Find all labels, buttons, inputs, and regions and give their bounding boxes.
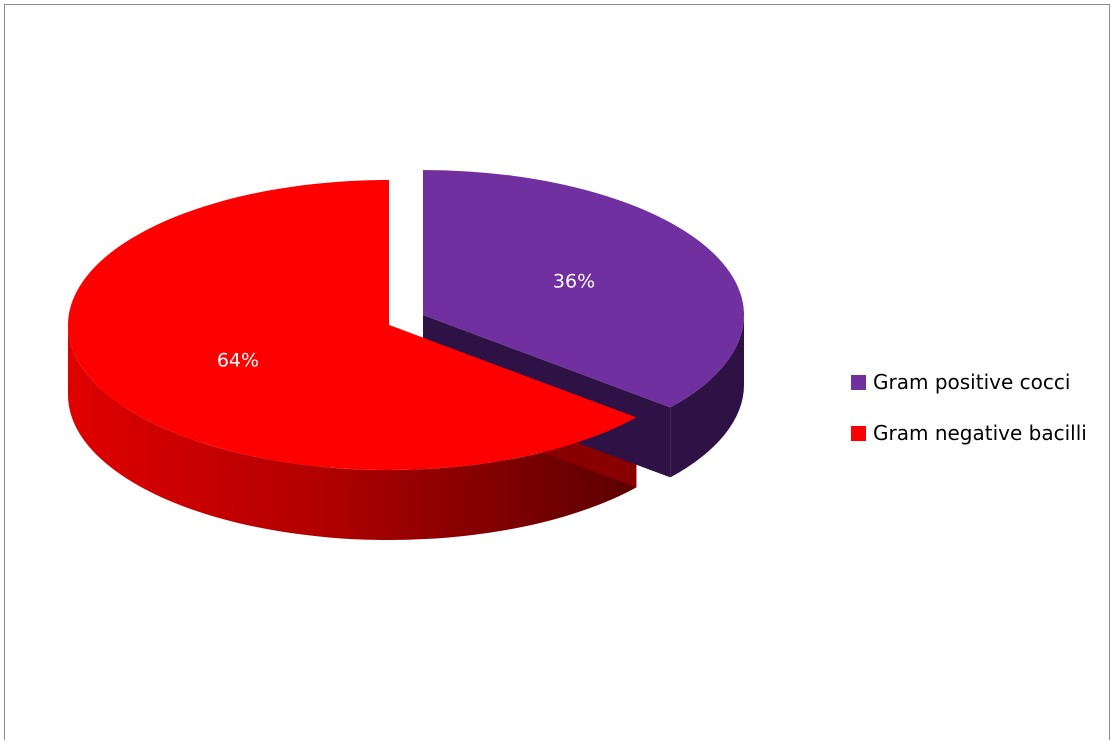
data-label-gram-positive-cocci: 36%	[553, 270, 595, 292]
legend-item-gram-negative-bacilli: Gram negative bacilli	[851, 416, 1087, 450]
pie-slice-gram-negative-bacilli	[67, 180, 637, 471]
pie-chart: 36% 64%	[67, 170, 745, 540]
pie-slice-side-gram-negative-bacilli	[68, 325, 637, 540]
legend-swatch	[851, 374, 866, 390]
legend-label: Gram negative bacilli	[873, 421, 1087, 445]
chart-area: 36% 64% Gram positive cocci Gram negative …	[4, 4, 1110, 740]
data-label-gram-negative-bacilli: 64%	[217, 350, 259, 372]
pie-slice-side-gram-positive-cocci	[670, 315, 744, 478]
legend-label: Gram positive cocci	[873, 370, 1071, 394]
legend: Gram positive cocci Gram negative bacilli	[851, 365, 1087, 467]
pie-data-labels: 36% 64%	[217, 270, 595, 371]
pie-slices	[67, 170, 745, 540]
pie-slice-gram-positive-cocci	[423, 170, 745, 408]
legend-swatch	[851, 425, 866, 441]
legend-item-gram-positive-cocci: Gram positive cocci	[851, 365, 1087, 399]
